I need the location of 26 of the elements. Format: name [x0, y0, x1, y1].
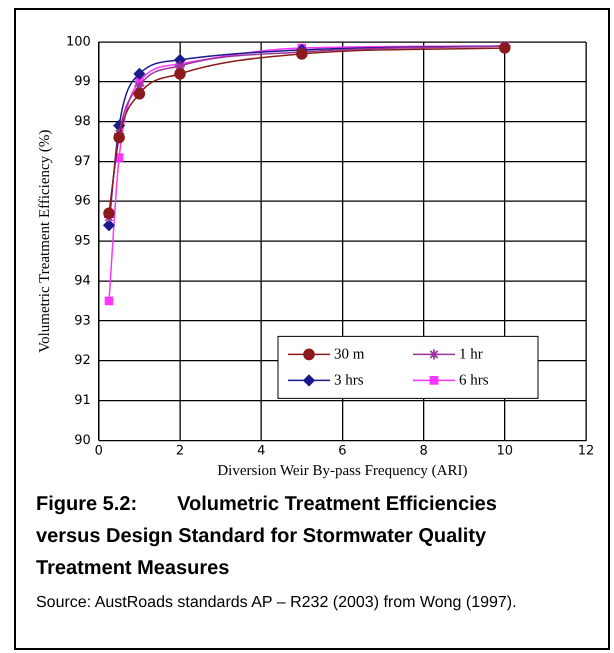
- x-tick-label: 6: [338, 444, 347, 459]
- source-note: Source: AustRoads standards AP – R232 (2003) from Wong (1997).: [36, 593, 518, 613]
- y-tick-label: 93: [74, 313, 91, 328]
- y-tick-label: 98: [74, 114, 91, 130]
- legend-label: 30 m: [334, 346, 365, 362]
- x-tick-label: 0: [94, 444, 103, 459]
- x-axis-title: Diversion Weir By-pass Frequency (ARI): [217, 462, 468, 479]
- y-tick-label: 90: [74, 432, 91, 448]
- x-tick-label: 12: [578, 444, 594, 459]
- x-tick-label: 8: [419, 444, 428, 459]
- y-tick-label: 92: [74, 353, 91, 368]
- text: Figure 5.2: Volumetric Treatment Efficiencies versus Design Standard for Stormwater Quality Treatment Measures: [36, 492, 498, 581]
- x-tick-label: 10: [496, 444, 514, 459]
- legend-label: 1 hr: [459, 346, 483, 362]
- legend-label: 6 hrs: [459, 372, 489, 388]
- y-tick-label: 96: [74, 194, 91, 209]
- legend-label: 3 hrs: [334, 372, 364, 388]
- y-tick-label: 91: [74, 392, 91, 408]
- y-tick-label: 100: [66, 34, 91, 50]
- y-tick-label: 97: [74, 154, 91, 169]
- x-tick-label: 2: [176, 444, 184, 459]
- y-tick-label: 95: [74, 234, 91, 249]
- y-tick-label: 99: [74, 74, 91, 90]
- y-tick-label: 94: [74, 273, 91, 288]
- x-tick-label: 4: [257, 444, 266, 459]
- y-axis-title: Volumetric Treatment Efficiency (%): [36, 130, 53, 353]
